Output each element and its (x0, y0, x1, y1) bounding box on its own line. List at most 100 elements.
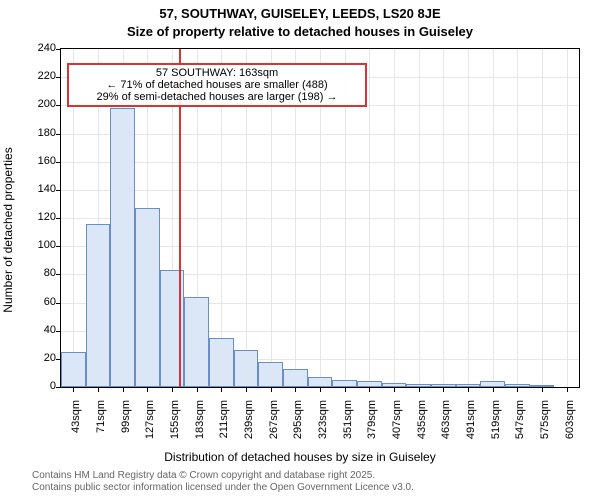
y-tick-mark (56, 134, 61, 135)
x-tick-mark (542, 387, 543, 392)
x-tick-label: 603sqm (564, 400, 576, 439)
y-tick-label: 200 (26, 98, 56, 110)
x-tick-mark (468, 387, 469, 392)
histogram-bar (308, 377, 333, 387)
x-tick-mark (271, 387, 272, 392)
gridline-v (419, 49, 420, 387)
y-tick-label: 0 (26, 380, 56, 392)
y-tick-mark (56, 162, 61, 163)
y-tick-label: 40 (26, 324, 56, 336)
x-tick-label: 575sqm (539, 400, 551, 439)
x-tick-mark (345, 387, 346, 392)
y-tick-label: 80 (26, 267, 56, 279)
x-tick-mark (493, 387, 494, 392)
credits-line1: Contains HM Land Registry data © Crown c… (32, 470, 414, 482)
histogram-bar (480, 381, 505, 387)
x-tick-label: 239sqm (243, 400, 255, 439)
histogram-bar (209, 338, 234, 387)
x-tick-label: 211sqm (218, 400, 230, 438)
histogram-bar (431, 384, 456, 387)
histogram-bar (110, 108, 135, 387)
y-tick-label: 140 (26, 183, 56, 195)
y-tick-mark (56, 190, 61, 191)
gridline-v (369, 49, 370, 387)
y-tick-mark (56, 303, 61, 304)
x-tick-label: 491sqm (465, 400, 477, 439)
gridline-v (542, 49, 543, 387)
x-tick-mark (394, 387, 395, 392)
histogram-bar (258, 362, 283, 387)
histogram-bar (283, 369, 308, 387)
y-tick-mark (56, 105, 61, 106)
x-tick-label: 435sqm (416, 400, 428, 439)
x-tick-label: 99sqm (120, 400, 132, 433)
histogram-bar (406, 384, 431, 387)
gridline-v (493, 49, 494, 387)
y-tick-label: 240 (26, 42, 56, 54)
title-address: 57, SOUTHWAY, GUISELEY, LEEDS, LS20 8JE (0, 6, 600, 21)
x-tick-label: 323sqm (317, 400, 329, 439)
histogram-bar (135, 208, 160, 387)
y-tick-label: 160 (26, 155, 56, 167)
x-tick-label: 351sqm (342, 400, 354, 439)
y-tick-mark (56, 77, 61, 78)
x-tick-mark (221, 387, 222, 392)
x-tick-mark (246, 387, 247, 392)
x-tick-mark (73, 387, 74, 392)
y-tick-label: 180 (26, 127, 56, 139)
x-tick-mark (147, 387, 148, 392)
plot-area: 57 SOUTHWAY: 163sqm ← 71% of detached ho… (60, 48, 580, 388)
histogram-bar (332, 380, 357, 387)
x-tick-mark (295, 387, 296, 392)
y-axis-label: Number of detached properties (1, 147, 15, 312)
gridline-v (517, 49, 518, 387)
x-tick-mark (517, 387, 518, 392)
annotation-box: 57 SOUTHWAY: 163sqm ← 71% of detached ho… (67, 63, 367, 107)
histogram-bar (61, 352, 86, 387)
gridline-v (567, 49, 568, 387)
x-tick-label: 43sqm (70, 400, 82, 433)
x-tick-mark (98, 387, 99, 392)
x-tick-label: 155sqm (169, 400, 181, 439)
histogram-bar (382, 383, 407, 387)
y-tick-mark (56, 246, 61, 247)
title-subtitle: Size of property relative to detached ho… (0, 24, 600, 39)
x-axis-label: Distribution of detached houses by size … (0, 450, 600, 464)
x-tick-label: 547sqm (514, 400, 526, 439)
y-tick-mark (56, 387, 61, 388)
x-tick-mark (172, 387, 173, 392)
credits-text: Contains HM Land Registry data © Crown c… (32, 470, 414, 494)
x-tick-label: 127sqm (144, 400, 156, 439)
x-tick-label: 295sqm (292, 400, 304, 439)
annotation-line1: ← 71% of detached houses are smaller (48… (73, 79, 361, 91)
y-tick-label: 120 (26, 211, 56, 223)
x-tick-mark (419, 387, 420, 392)
histogram-bar (357, 381, 382, 387)
histogram-bar (86, 224, 111, 387)
y-tick-label: 20 (26, 352, 56, 364)
y-tick-label: 60 (26, 296, 56, 308)
histogram-bar (456, 384, 481, 387)
histogram-bar (234, 350, 259, 387)
histogram-bar (530, 385, 555, 387)
x-tick-label: 407sqm (391, 400, 403, 439)
y-tick-mark (56, 274, 61, 275)
x-tick-label: 379sqm (366, 400, 378, 439)
x-tick-mark (567, 387, 568, 392)
x-tick-mark (443, 387, 444, 392)
x-tick-mark (320, 387, 321, 392)
annotation-line2: 29% of semi-detached houses are larger (… (73, 91, 361, 103)
y-tick-mark (56, 218, 61, 219)
x-tick-mark (369, 387, 370, 392)
y-tick-label: 100 (26, 239, 56, 251)
gridline-v (394, 49, 395, 387)
histogram-bar (184, 297, 209, 387)
gridline-v (468, 49, 469, 387)
y-tick-mark (56, 331, 61, 332)
x-tick-label: 519sqm (490, 400, 502, 439)
y-tick-mark (56, 49, 61, 50)
x-tick-label: 267sqm (268, 400, 280, 439)
x-tick-label: 463sqm (440, 400, 452, 439)
histogram-bar (505, 384, 530, 387)
x-tick-label: 183sqm (194, 400, 206, 439)
